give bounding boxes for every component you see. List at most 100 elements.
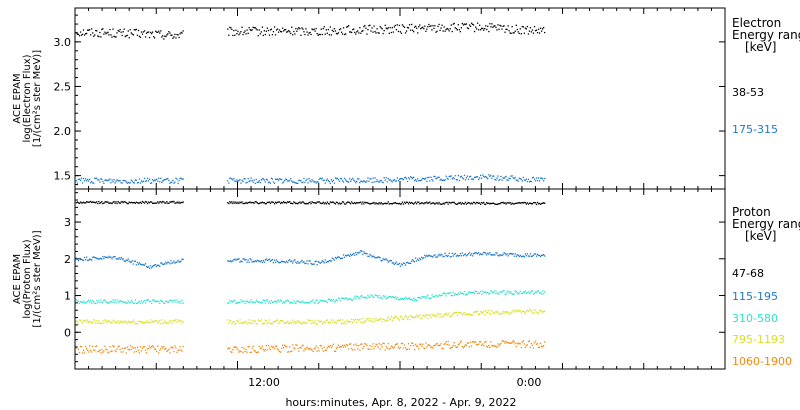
data-point [403, 344, 406, 346]
data-point [143, 299, 146, 302]
data-point [365, 27, 367, 29]
data-point [468, 176, 471, 178]
data-point [261, 26, 263, 28]
data-point [348, 181, 350, 183]
data-point [236, 347, 238, 349]
data-point [378, 294, 380, 297]
data-point [289, 31, 291, 33]
data-point [485, 25, 487, 27]
electron-y-axis-label-line: log(Electron Flux) [22, 54, 33, 142]
data-point [77, 202, 80, 204]
data-point [282, 27, 284, 29]
data-point [310, 181, 312, 183]
data-point [144, 200, 147, 203]
data-point [336, 299, 339, 302]
data-point [402, 262, 405, 264]
data-point [119, 202, 121, 204]
data-point [503, 25, 505, 27]
data-point [360, 249, 362, 252]
data-point [444, 202, 446, 204]
data-point [407, 177, 410, 179]
data-point [139, 201, 142, 203]
data-point [101, 201, 103, 203]
data-point [302, 344, 304, 346]
data-point [387, 343, 389, 345]
data-point [447, 178, 449, 180]
data-point [106, 32, 108, 34]
data-point [479, 254, 481, 256]
x-tick-label-1200: 12:00 [248, 376, 280, 389]
data-point [350, 203, 352, 205]
data-point [123, 200, 125, 203]
data-point [495, 310, 497, 312]
data-point [465, 255, 468, 257]
data-point [431, 346, 433, 348]
data-point [357, 30, 359, 32]
data-point [156, 350, 158, 353]
data-point [150, 182, 152, 184]
data-point [258, 345, 260, 347]
data-point [429, 201, 431, 203]
data-point [362, 296, 364, 298]
data-point [101, 178, 103, 181]
data-point [168, 202, 170, 204]
data-point [96, 345, 98, 347]
data-point [436, 256, 438, 258]
data-point [526, 202, 528, 204]
data-point [532, 201, 535, 204]
data-point [364, 297, 366, 299]
data-point [398, 202, 401, 205]
data-point [506, 28, 508, 31]
data-point [529, 27, 532, 29]
data-point [517, 343, 519, 345]
data-point [294, 320, 296, 323]
data-point [256, 301, 258, 303]
data-point [163, 302, 165, 304]
data-point [469, 292, 472, 294]
data-point [428, 297, 430, 299]
data-point [246, 29, 248, 31]
data-point [533, 342, 536, 344]
data-point [500, 25, 502, 27]
data-point [513, 311, 515, 313]
data-point [408, 348, 411, 350]
data-point [413, 176, 415, 178]
data-point [159, 32, 161, 34]
data-point [481, 27, 483, 30]
data-point [537, 254, 540, 257]
data-point [538, 202, 541, 205]
data-point [137, 181, 140, 184]
data-point [431, 202, 433, 204]
data-point [79, 300, 82, 303]
data-point [132, 263, 134, 265]
data-point [468, 24, 471, 26]
data-point [470, 178, 473, 180]
data-point [165, 202, 167, 204]
data-point [386, 202, 388, 205]
data-point [372, 343, 374, 345]
data-point [179, 177, 181, 180]
data-point [335, 322, 338, 324]
data-point [382, 203, 384, 205]
data-point [480, 174, 482, 177]
data-point [157, 201, 159, 203]
data-point [402, 347, 405, 349]
data-point [285, 29, 287, 31]
data-point [170, 34, 172, 36]
data-point [524, 290, 526, 292]
data-point [264, 203, 266, 205]
data-point [130, 32, 132, 34]
data-point [455, 294, 457, 296]
data-point [342, 181, 345, 183]
data-point [379, 180, 381, 182]
data-point [473, 202, 476, 204]
data-point [77, 33, 80, 35]
data-point [473, 30, 476, 33]
data-point [114, 182, 116, 184]
data-point [431, 178, 433, 181]
data-point [162, 300, 164, 303]
proton-legend-title-line: Energy range [732, 217, 800, 231]
data-point [368, 296, 370, 298]
data-point [304, 33, 306, 36]
data-point [251, 261, 253, 263]
